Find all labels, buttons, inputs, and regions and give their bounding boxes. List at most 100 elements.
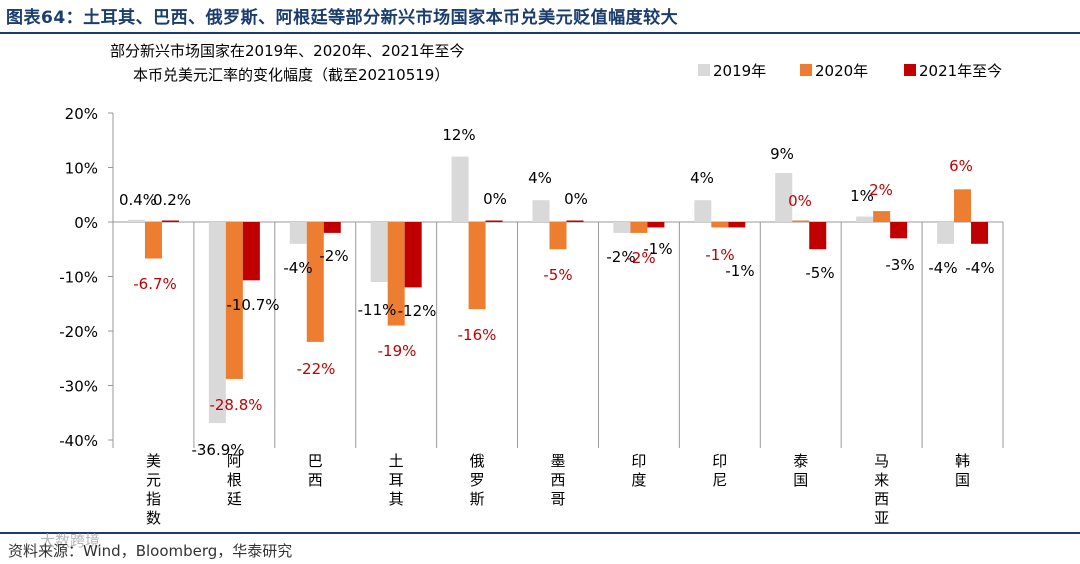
data-label: 0% [483,190,507,208]
data-label: -4% [965,259,994,277]
data-label: -22% [297,360,336,378]
bar-2019年 [370,222,388,282]
bar-2020年 [468,222,486,310]
bar-2020年 [387,222,405,326]
category-label: 印 [712,452,727,470]
legend: 2019年 2020年 2021年至今 [698,62,1002,80]
figure-title: 图表64：土耳其、巴西、俄罗斯、阿根廷等部分新兴市场国家本币兑美元贬值幅度较大 [6,3,678,28]
data-label: 6% [949,157,973,175]
category-label: 国 [955,471,970,489]
source-note: 资料来源：Wind，Bloomberg，华泰研究 [8,542,293,560]
bar-2020年 [954,189,972,222]
bar-2020年 [873,211,891,222]
legend-label: 2019年 [713,62,766,80]
category-label: 西 [308,471,323,489]
data-label: -3% [885,256,914,274]
bar-2019年 [613,222,631,233]
bar-2020年 [792,220,810,222]
category-label: 其 [389,490,404,508]
legend-label: 2020年 [815,62,868,80]
bar-2019年 [856,216,874,222]
data-label: 9% [770,145,794,163]
y-tick-label: -20% [59,323,98,341]
category-label: 西 [550,471,565,489]
category-label: 廷 [227,490,242,508]
bar-2021年至今 [242,222,260,281]
category-label: 根 [227,471,242,489]
category-label: 哥 [550,490,565,508]
bar-2019年 [208,222,226,424]
data-label: -12% [398,302,437,320]
y-tick-label: -40% [59,432,98,450]
category-label: 数 [146,509,161,527]
category-label: 罗 [470,471,485,489]
data-label: 0% [564,190,588,208]
figure-label: 图表64： [6,8,84,28]
bar-2021年至今 [323,222,341,233]
data-label: 0% [788,192,812,210]
watermark: 大数跨境 [40,532,101,550]
data-label: -1% [643,240,672,258]
data-labels: 0.4%0.2% -6.7% -36.9% -28.8% -10.7% -4% -2% -22… [119,126,995,459]
data-label: -19% [378,342,417,360]
data-label: -2% [319,247,348,265]
category-label: 国 [793,471,808,489]
data-label: -1% [705,246,734,264]
category-label: 元 [146,471,161,489]
data-label: 1% [850,187,874,205]
category-label: 马 [874,452,889,470]
y-tick-label: -30% [59,378,98,396]
data-label: -2% [606,248,635,266]
category-label: 西 [874,490,889,508]
y-tick-label: 0% [74,214,98,232]
bar-2021年至今 [566,220,584,222]
bar-2021年至今 [809,222,827,250]
bar-2021年至今 [647,222,665,228]
category-label: 美 [146,452,161,470]
data-label: 12% [442,126,475,144]
bar-2019年 [532,200,550,222]
category-label: 度 [631,471,646,489]
category-label: 斯 [470,490,485,508]
chart-title-line-1: 部分新兴市场国家在2019年、2020年、2021年至今 [110,42,465,60]
bar-2020年 [225,222,243,379]
data-label: 0.2% [153,191,191,209]
category-label: 印 [631,452,646,470]
category-label: 尼 [712,471,727,489]
data-label: -6.7% [133,275,177,293]
category-label: 土 [389,452,404,470]
category-label: 亚 [874,509,889,527]
bar-2019年 [127,219,145,222]
bar-2019年 [694,200,712,222]
data-label: -11% [358,301,397,319]
bar-2020年 [711,222,729,228]
bar-2021年至今 [485,220,503,222]
bar-2021年至今 [971,222,989,244]
data-label: -28.8% [209,396,262,414]
data-label: -16% [458,326,497,344]
bars [127,156,989,424]
data-label: 2% [869,181,893,199]
category-label: 巴 [308,452,323,470]
bar-2021年至今 [890,222,908,239]
figure-title-text: 土耳其、巴西、俄罗斯、阿根廷等部分新兴市场国家本币兑美元贬值幅度较大 [83,8,679,28]
data-label: 4% [528,169,552,187]
legend-swatch [800,64,812,76]
data-label: 4% [690,169,714,187]
category-label: 泰 [793,452,808,470]
category-label: 俄 [470,452,485,470]
category-label: 耳 [389,471,404,489]
bar-2020年 [144,222,162,259]
footer-rule [0,532,1080,534]
bar-2021年至今 [161,220,179,222]
bar-2019年 [937,222,955,244]
legend-label: 2021年至今 [919,62,1002,80]
data-label: -4% [283,259,312,277]
bar-2020年 [630,222,648,233]
data-label: -10.7% [226,296,279,314]
bar-2021年至今 [728,222,746,228]
data-label: -1% [725,262,754,280]
header-rule [0,32,1080,34]
